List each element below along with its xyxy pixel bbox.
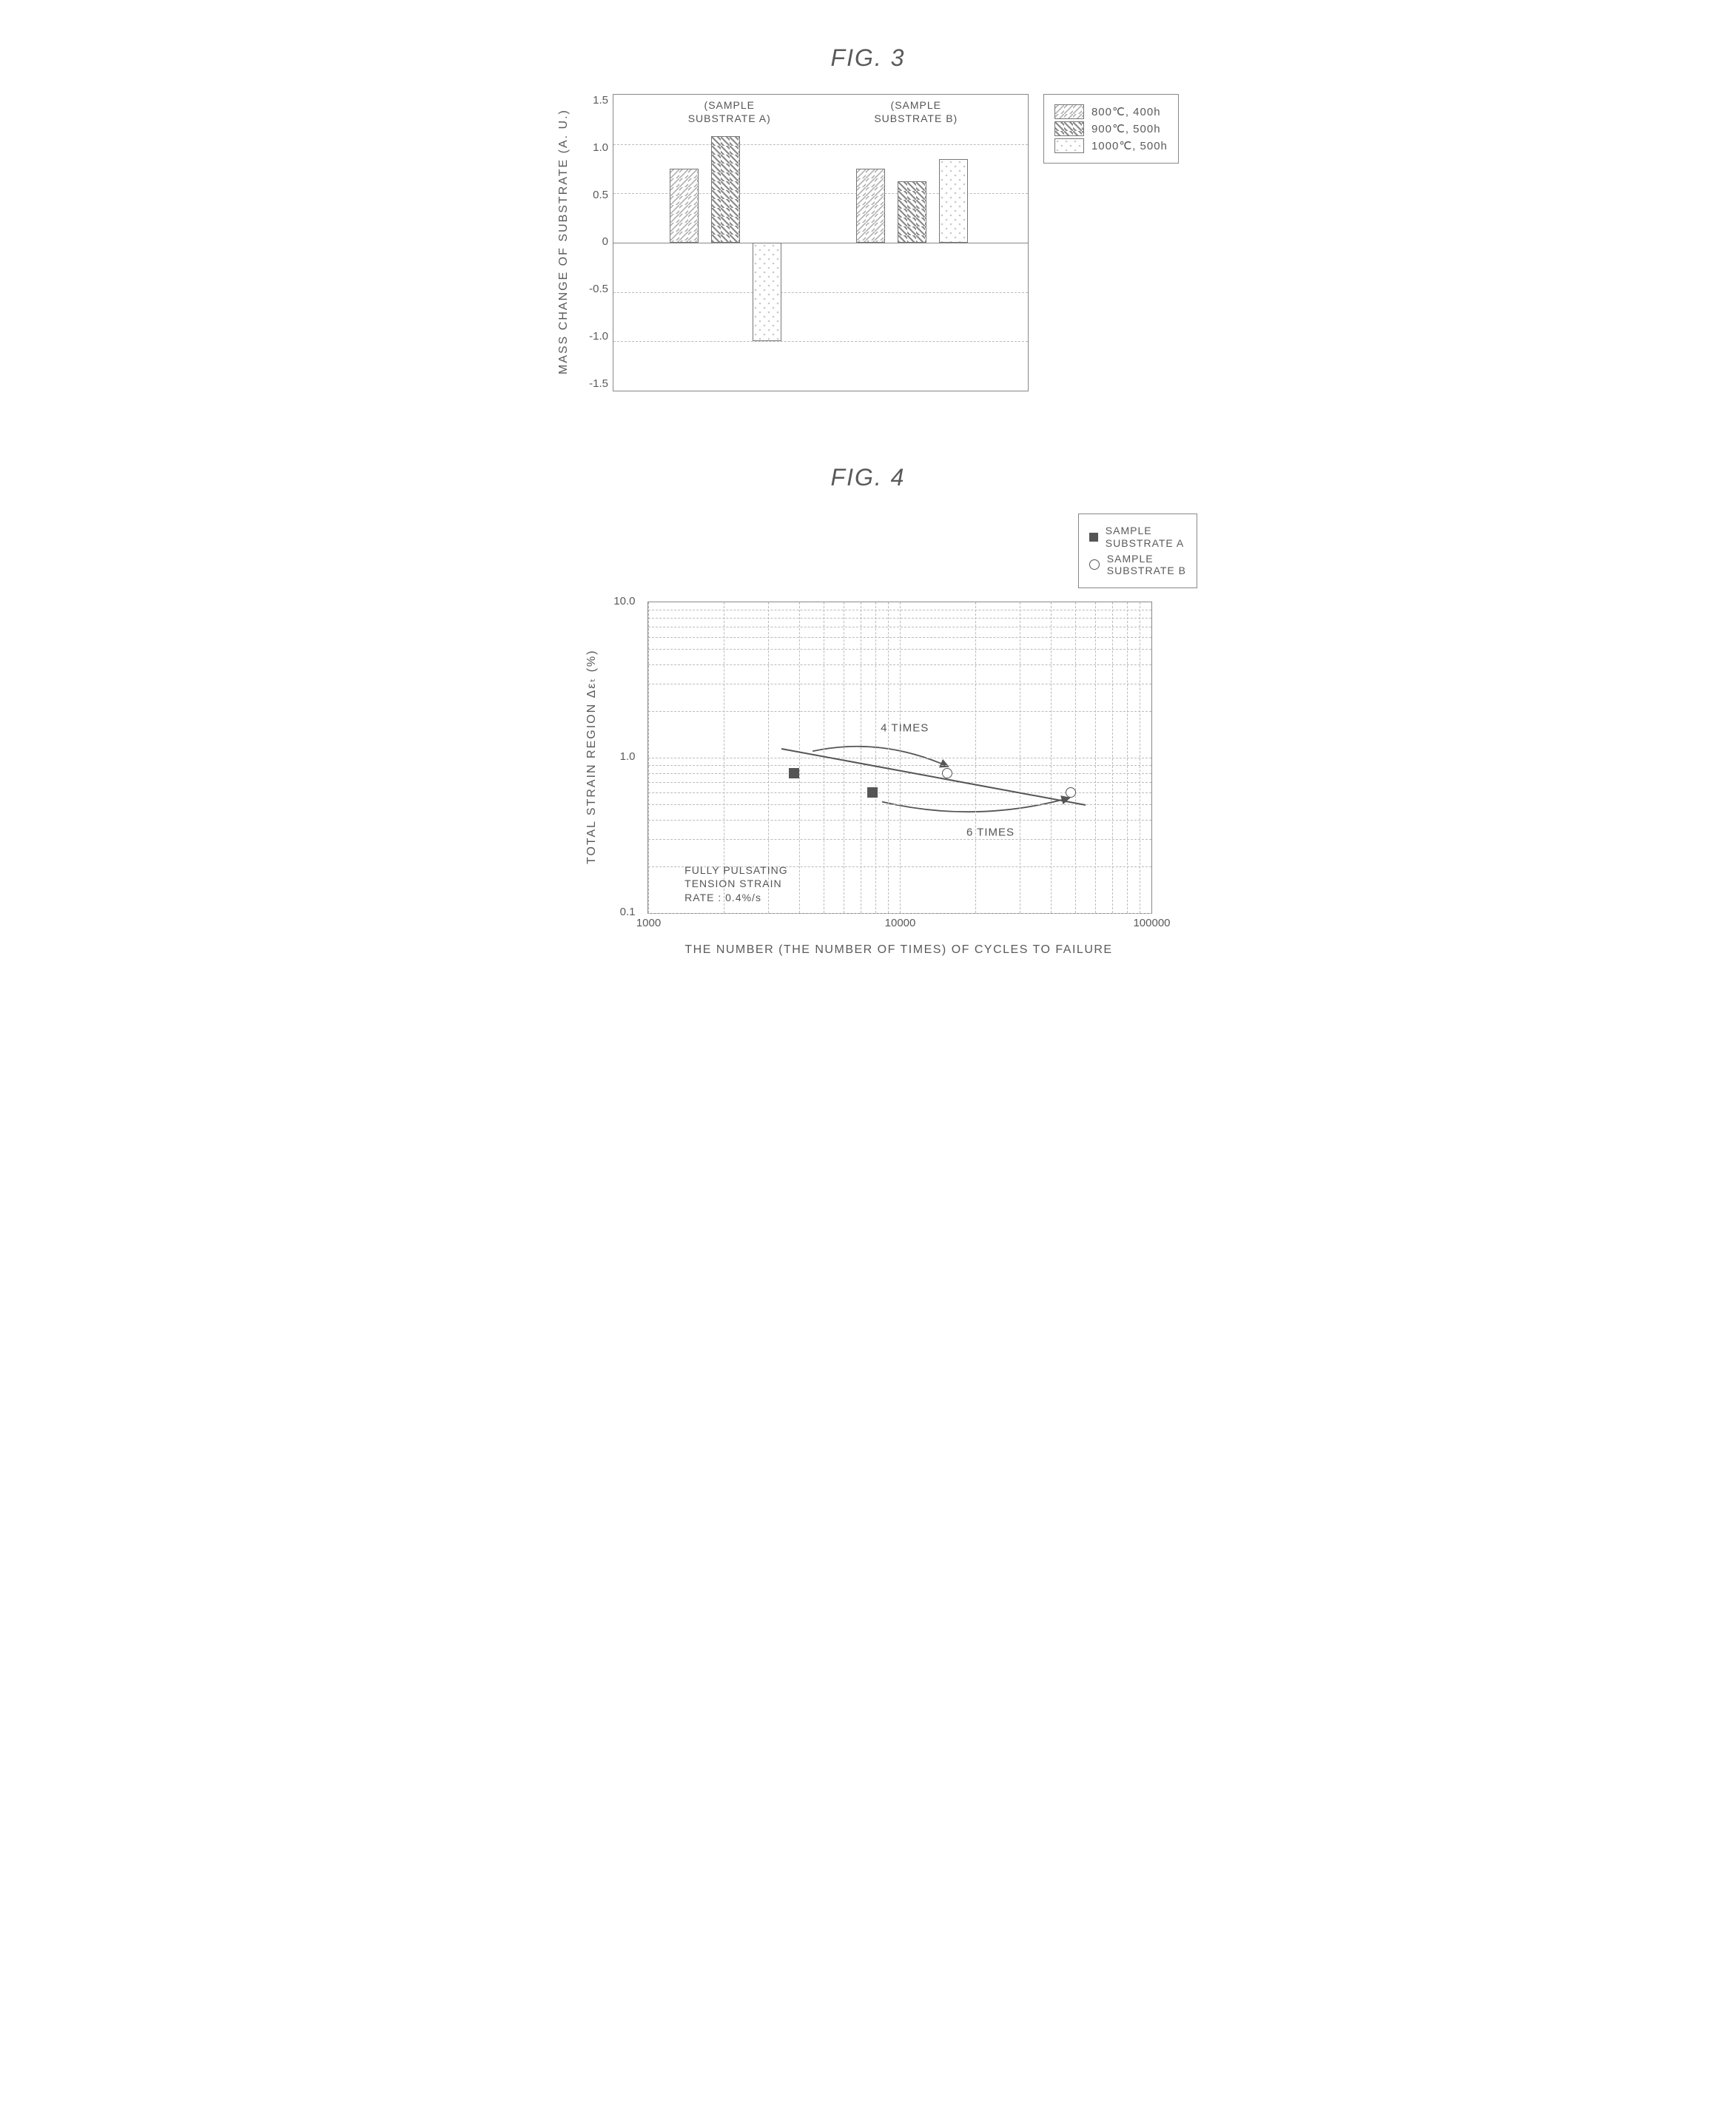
- fig4-point: [867, 787, 878, 798]
- fig3-ytick-label: 0: [602, 235, 608, 248]
- figure-3: FIG. 3 MASS CHANGE OF SUBSTRATE (A. U.) …: [480, 44, 1256, 405]
- fig3-ytick-label: 0.5: [593, 189, 608, 201]
- fig4-gridline-v: [875, 602, 876, 913]
- fig4-gridline-v: [900, 602, 901, 913]
- fig4-arc-arrow: [813, 747, 948, 767]
- fig4-gridline-v: [975, 602, 976, 913]
- fig4-annotation: 6 TIMES: [966, 826, 1015, 839]
- fig3-legend-row: 1000℃, 500h: [1054, 138, 1168, 153]
- fig4-gridline-v: [888, 602, 889, 913]
- fig4-legend-marker: [1089, 559, 1100, 570]
- fig3-bar: [711, 136, 740, 243]
- fig4-trend-line: [781, 748, 1086, 806]
- fig4-xticks: 100010000100000: [649, 914, 1152, 929]
- fig3-bar: [898, 181, 926, 243]
- fig3-ytick-label: -1.0: [589, 330, 608, 343]
- fig3-bar: [856, 169, 885, 243]
- figure-4: FIG. 4 SAMPLESUBSTRATE ASAMPLESUBSTRATE …: [480, 464, 1256, 957]
- fig3-gridline: [613, 144, 1028, 145]
- fig3-legend-label: 900℃, 500h: [1091, 122, 1161, 135]
- fig3-legend-swatch: [1054, 138, 1084, 153]
- fig4-xtick-label: 10000: [885, 917, 916, 929]
- fig4-annotation: 4 TIMES: [881, 722, 929, 735]
- fig4-yticks: 10.01.00.1: [606, 602, 640, 912]
- figure-4-title: FIG. 4: [480, 464, 1256, 491]
- fig4-xtick-label: 100000: [1133, 917, 1170, 929]
- fig4-ytick-label: 0.1: [620, 906, 636, 918]
- fig3-bar: [753, 243, 781, 341]
- fig4-plot: 4 TIMES 6 TIMES FULLY PULSATINGTENSION STR…: [647, 602, 1152, 914]
- fig3-group-label: (SAMPLESUBSTRATE A): [688, 99, 771, 125]
- fig3-legend-swatch: [1054, 104, 1084, 119]
- fig3-ytick-label: -1.5: [589, 377, 608, 390]
- figure-3-title: FIG. 3: [480, 44, 1256, 72]
- fig4-gridline-v: [1075, 602, 1076, 913]
- fig3-ylabel: MASS CHANGE OF SUBSTRATE (A. U.): [557, 94, 571, 405]
- fig3-group-label: (SAMPLESUBSTRATE B): [874, 99, 958, 125]
- fig4-gridline-v: [799, 602, 800, 913]
- fig3-legend-label: 1000℃, 500h: [1091, 139, 1168, 152]
- fig3-plot: (SAMPLESUBSTRATE A) (SAMPLESUBSTRATE B): [613, 94, 1029, 391]
- fig4-xtick-label: 1000: [636, 917, 661, 929]
- fig3-ytick-label: 1.5: [593, 94, 608, 107]
- fig4-legend-label: SAMPLESUBSTRATE A: [1106, 525, 1184, 550]
- fig4-legend: SAMPLESUBSTRATE A SAMPLESUBSTRATE B: [1078, 514, 1197, 588]
- fig4-legend-row: SAMPLESUBSTRATE A: [1089, 525, 1186, 550]
- fig4-gridline-v: [1112, 602, 1113, 913]
- fig3-bar: [670, 169, 699, 243]
- fig4-gridline-v: [1051, 602, 1052, 913]
- fig4-point: [942, 768, 952, 778]
- fig3-legend: 800℃, 400h 900℃, 500h 1000℃, 500h: [1043, 94, 1179, 164]
- fig4-point: [1066, 787, 1076, 798]
- fig3-legend-row: 800℃, 400h: [1054, 104, 1168, 119]
- fig3-ytick-label: -0.5: [589, 283, 608, 295]
- fig3-gridline: [613, 292, 1028, 293]
- fig4-note: FULLY PULSATINGTENSION STRAINRATE : 0.4%…: [684, 863, 787, 906]
- fig4-legend-row: SAMPLESUBSTRATE B: [1089, 553, 1186, 578]
- fig4-ytick-label: 1.0: [620, 750, 636, 763]
- fig3-legend-label: 800℃, 400h: [1091, 105, 1161, 118]
- fig3-yticks: 1.5 1.0 0.5 0 -0.5 -1.0 -1.5: [589, 94, 613, 390]
- fig4-legend-marker: [1089, 533, 1098, 542]
- fig4-ylabel: TOTAL STRAIN REGION Δεₜ (%): [585, 602, 599, 912]
- fig4-gridline-v: [1095, 602, 1096, 913]
- fig4-gridline-v: [648, 602, 649, 913]
- fig4-legend-label: SAMPLESUBSTRATE B: [1107, 553, 1186, 578]
- fig4-gridline-v: [1127, 602, 1128, 913]
- fig4-ytick-label: 10.0: [613, 595, 635, 607]
- fig4-xlabel: THE NUMBER (THE NUMBER OF TIMES) OF CYCL…: [647, 943, 1151, 957]
- fig3-ytick-label: 1.0: [593, 141, 608, 154]
- fig3-legend-row: 900℃, 500h: [1054, 121, 1168, 136]
- fig3-gridline: [613, 341, 1028, 342]
- fig3-legend-swatch: [1054, 121, 1084, 136]
- fig4-point: [789, 768, 799, 778]
- fig3-bar: [939, 159, 968, 243]
